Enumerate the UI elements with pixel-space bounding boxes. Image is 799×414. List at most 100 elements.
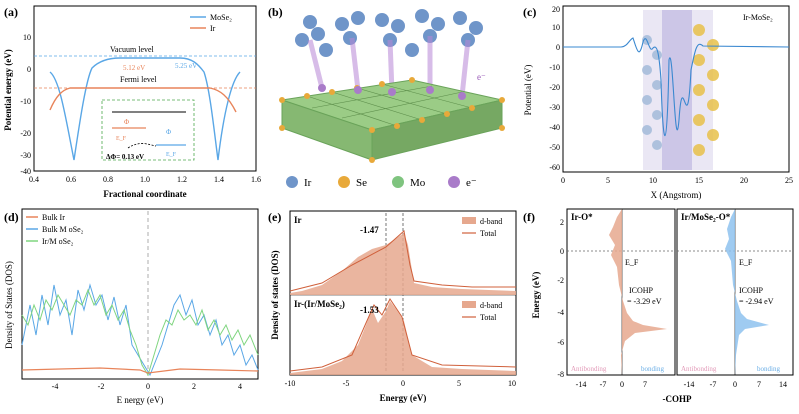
panel-b-svg: (b) [268,5,505,189]
panel-f-label: (f) [523,210,535,224]
mo-atom [354,86,362,94]
se-atom [304,93,310,99]
ytick: -10 [549,63,560,72]
legend-se-dot [338,176,350,188]
se-atom [369,127,375,133]
grid-line [306,95,398,127]
se-atom [707,99,719,111]
xtick: 14 [779,380,787,389]
ytick: -30 [20,151,31,160]
charge-beam [459,39,471,97]
xtick: -14 [684,380,695,389]
se-layer-atoms [693,24,719,156]
xtick: 1.0 [140,175,150,184]
bonding-left: bonding [641,365,664,373]
icohp-left-label: ICOHP [629,286,654,295]
xtick: -10 [285,379,296,388]
legend-mo-dot [392,176,404,188]
xtick: 0 [620,380,624,389]
se-atom [469,105,475,111]
panel-f-left-frame [566,208,676,376]
panel-e-label: (e) [268,210,281,224]
legend-ir-dot [286,176,298,188]
xtick: 0.4 [29,175,39,184]
ir-atom [415,9,429,23]
bulk-ir-dos-curve [21,367,259,374]
ir-total-curve [289,230,516,292]
panel-a-xticks: 0.4 0.6 0.8 1.0 1.2 1.4 1.6 [29,175,261,184]
legend-e-dot [448,176,460,188]
legend-bulk-ir: Bulk Ir [42,213,65,222]
xtick: 15 [695,176,703,185]
se-atom [419,117,425,123]
xtick: -7 [600,380,607,389]
panel-f-svg: (f) Ir-O* Ir/MoSe₂-O* E_F E_F ICOHP = -3… [523,208,794,404]
ir-cluster-atoms [295,9,483,57]
ef-label-right: E_F [739,258,753,267]
panel-c-yticks: 20 10 0 -10 -20 -30 -40 -50 -60 [549,5,560,172]
xtick: 0 [401,379,405,388]
se-atom [379,81,385,87]
antibonding-right: Antibonding [681,365,717,373]
se-atom [444,111,450,117]
se-atom [693,144,705,156]
panel-c: (c) Ir-MoSe₂ 20 10 0 [517,0,799,205]
ir-atom [652,80,662,90]
charge-beam [307,39,325,89]
xtick: 0 [146,382,150,391]
ef-label-left: E_F [625,258,639,267]
ytick: -6 [557,338,564,347]
panel-b-label: (b) [268,5,283,19]
panel-a-yticks: 10 0 -10 -20 -30 -40 [20,33,31,176]
panel-f: (f) Ir-O* Ir/MoSe₂-O* E_F E_F ICOHP = -3… [517,205,799,409]
legend-ir: Ir [304,177,312,189]
xtick: 10 [508,379,516,388]
panel-a-xlabel: Fractional coordinate [103,189,186,199]
se-atom [707,39,719,51]
inset-delta-phi: ΔΦ= 0.13 eV [106,153,144,161]
panel-d-frame [21,208,259,380]
mose2-workfunction: 5.25 eV [175,62,197,70]
charge-transfer-beams [307,36,471,97]
xtick: 2 [192,382,196,391]
ir-atom [351,11,365,25]
panel-d-ylabel: Density of States (DOS) [4,261,14,349]
grid-line [341,91,463,119]
antibonding-left: Antibonding [571,365,607,373]
se-atom [279,125,285,131]
xtick: 1.4 [214,175,224,184]
panel-d-svg: (d) Bulk Ir Bulk M oSe₂ Ir/M oSe₂ -4 -2 … [4,208,259,405]
panel-e-top-name: Ir [294,215,302,225]
ir-atom [652,140,662,150]
xtick: 0 [733,380,737,389]
xtick: 20 [740,176,748,185]
panel-a: (a) Vacuum level Fermi level 5.25 eV 5.1… [0,0,262,205]
inset-phi-ir: Φ [124,118,129,126]
ir-atom [319,43,333,57]
xtick: 1.6 [251,175,261,184]
icohp-right-value: = -2.94 eV [739,297,774,306]
ytick: 10 [23,33,31,42]
ir-atom [642,95,652,105]
vacuum-level-label: Vacuum level [110,45,155,54]
panel-e-bottom-name: Ir-(Ir/MoSe₂) [294,299,345,309]
ir-mose2-total-curve [289,298,517,372]
mo-atom [318,84,326,92]
xtick: -4 [52,382,59,391]
se-atom [707,69,719,81]
panel-e-xlabel: Energy (eV) [380,393,427,403]
inset-arrow [127,143,157,149]
ytick: -2 [557,276,564,285]
charge-beam [349,37,361,91]
ytick: -20 [20,129,31,138]
panel-c-xlabel: X (Angstrom) [651,190,702,200]
panel-d-xticks: -4 -2 0 2 4 [52,382,242,391]
xtick: 0.8 [103,175,113,184]
se-atom [693,114,705,126]
ir-atom [375,13,389,27]
ytick: -40 [20,167,31,176]
panel-f-right-title: Ir/MoSe₂-O* [681,212,731,222]
ytick: 10 [552,23,560,32]
ir-atom [391,19,405,33]
ir-atom [311,27,325,41]
